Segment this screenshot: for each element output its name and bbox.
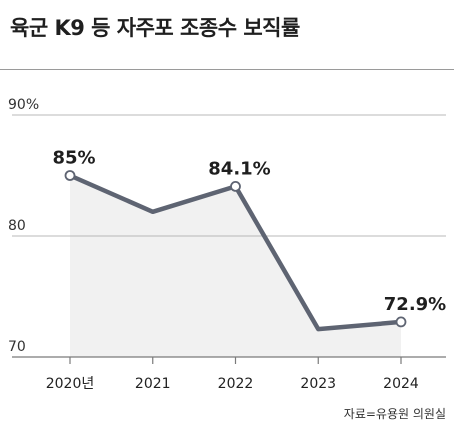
data-point-marker [395, 316, 407, 328]
x-tick-label: 2022 [218, 376, 254, 392]
area-fill [70, 175, 401, 357]
data-point-marker [64, 170, 76, 181]
x-tick-label: 2023 [300, 376, 336, 392]
source-note: 자료=유용원 의원실 [343, 407, 446, 421]
y-tick-label: 70 [8, 339, 26, 355]
data-label: 85% [52, 148, 95, 169]
x-tick-label: 2024 [383, 376, 419, 392]
data-point-marker [230, 180, 241, 192]
x-tick-label: 2021 [135, 376, 171, 392]
x-tick-label: 2020년 [46, 376, 95, 392]
title-divider [0, 69, 454, 70]
data-label: 72.9% [384, 294, 446, 315]
chart-title: 육군 K9 등 자주포 조종수 보직률 [10, 16, 300, 40]
data-label: 84.1% [208, 158, 270, 179]
y-tick-label: 90% [8, 97, 39, 113]
y-tick-label: 80 [8, 218, 26, 234]
